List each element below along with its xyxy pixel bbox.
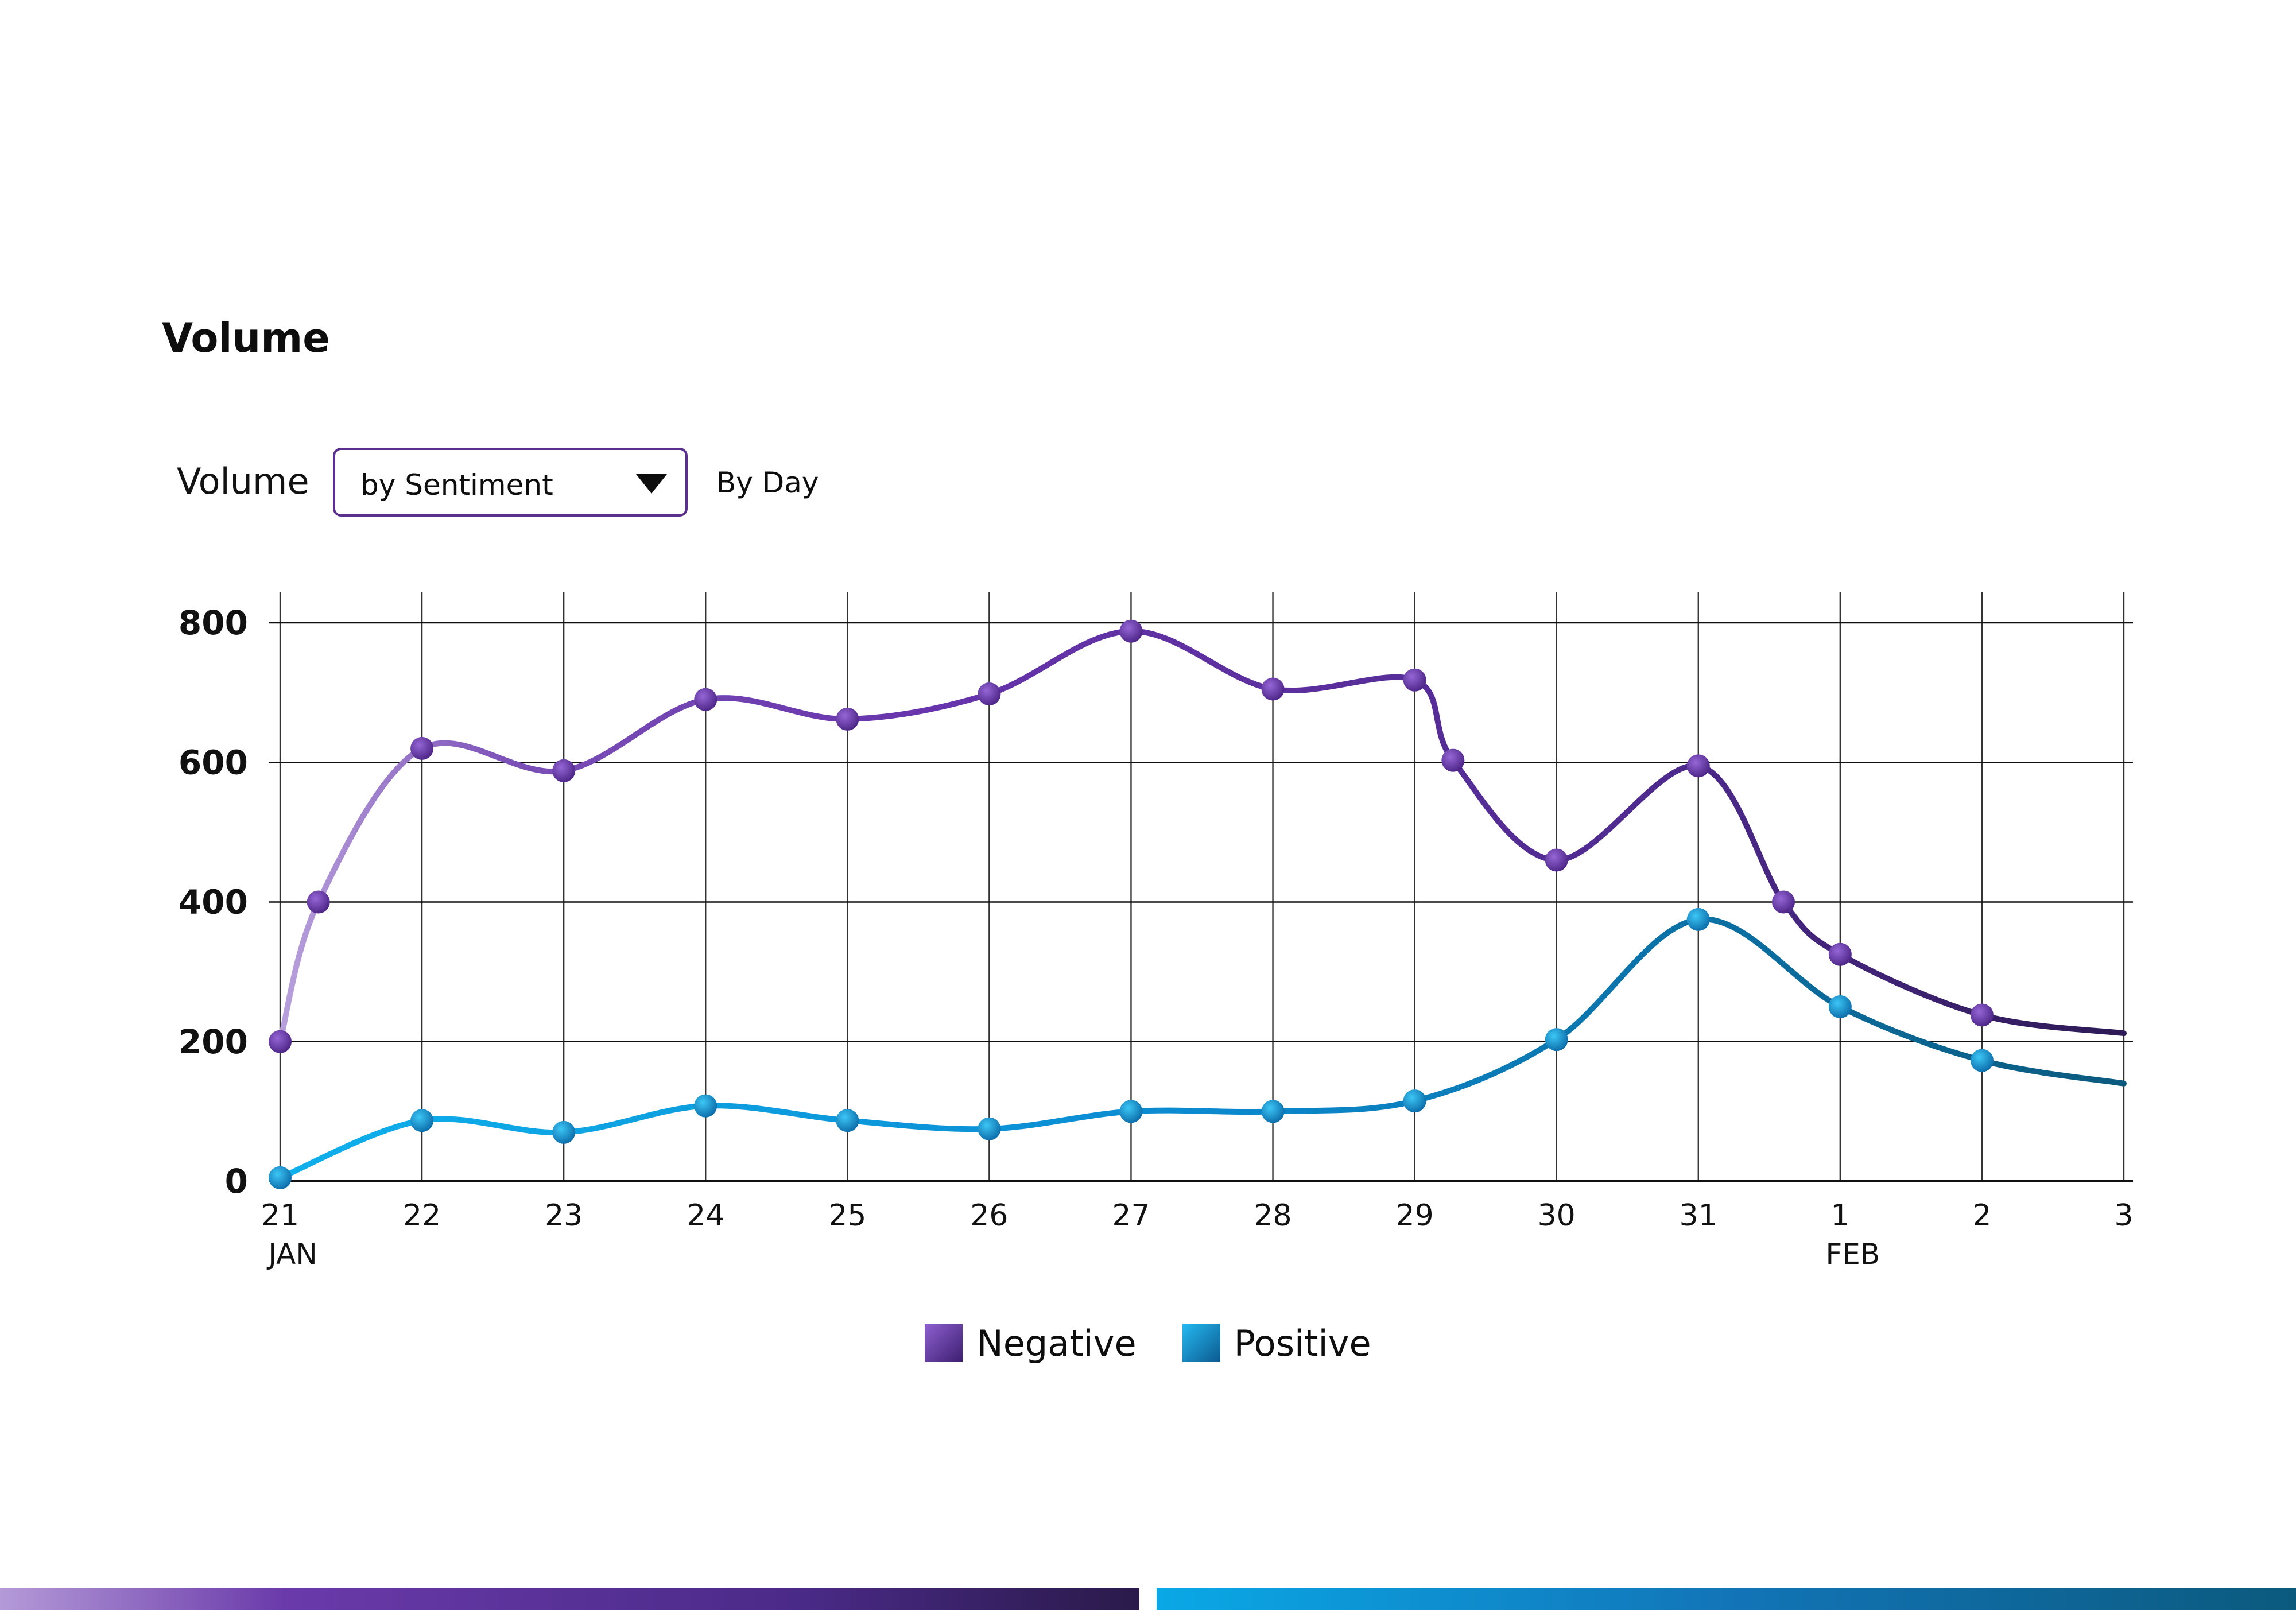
data-point-negative — [978, 682, 1001, 706]
data-point-positive — [269, 1166, 292, 1189]
data-point-negative — [694, 688, 718, 711]
data-point-negative — [269, 1030, 292, 1053]
legend-label-negative: Negative — [976, 1322, 1137, 1364]
legend-item-negative[interactable]: Negative — [925, 1322, 1137, 1364]
x-tick-label: 29 — [1396, 1198, 1434, 1233]
x-tick-label: 26 — [970, 1198, 1008, 1233]
data-point-negative — [1545, 848, 1568, 872]
sentiment-select-value: by Sentiment — [360, 468, 553, 502]
y-tick-label: 200 — [179, 1022, 248, 1061]
data-point-negative — [1119, 619, 1143, 643]
x-tick-label: 1 — [1830, 1198, 1849, 1233]
x-tick-label: 31 — [1680, 1198, 1717, 1233]
data-point-negative — [552, 759, 576, 782]
month-label: JAN — [266, 1237, 317, 1271]
data-point-negative — [836, 707, 859, 731]
x-tick-label: 30 — [1538, 1198, 1576, 1233]
y-tick-label: 0 — [225, 1162, 248, 1201]
legend-item-positive[interactable]: Positive — [1182, 1322, 1371, 1364]
series-line-positive — [277, 916, 2127, 1181]
x-tick-label: 28 — [1254, 1198, 1292, 1233]
data-point-positive — [1119, 1100, 1143, 1123]
x-tick-label: 23 — [545, 1198, 583, 1233]
y-tick-label: 800 — [179, 603, 248, 642]
data-point-positive — [1261, 1100, 1285, 1123]
x-tick-label: 21 — [261, 1198, 299, 1233]
sentiment-select[interactable]: by Sentiment — [333, 448, 688, 517]
x-tick-label: 24 — [687, 1198, 724, 1233]
data-point-negative — [1403, 668, 1426, 692]
footer-gradient-bar-right — [1157, 1588, 2296, 1610]
data-point-negative — [1828, 942, 1852, 966]
period-label[interactable]: By Day — [716, 466, 819, 499]
data-point-positive — [978, 1117, 1001, 1140]
x-tick-label: 2 — [1972, 1198, 1991, 1233]
data-point-negative — [1772, 890, 1795, 914]
month-label: FEB — [1826, 1237, 1880, 1271]
data-point-positive — [1545, 1028, 1568, 1052]
positive-swatch-icon — [1182, 1324, 1220, 1362]
data-point-negative — [1686, 754, 1710, 778]
data-point-positive — [836, 1109, 859, 1132]
x-tick-label: 25 — [828, 1198, 866, 1233]
controls-label: Volume — [177, 460, 309, 502]
data-point-negative — [1441, 748, 1465, 772]
x-tick-label: 27 — [1112, 1198, 1150, 1233]
data-point-positive — [410, 1109, 434, 1132]
data-point-positive — [1828, 995, 1852, 1018]
data-point-negative — [1970, 1003, 1994, 1027]
data-point-positive — [1403, 1089, 1426, 1113]
data-point-negative — [307, 890, 330, 914]
y-tick-label: 400 — [179, 883, 248, 922]
data-point-positive — [552, 1120, 576, 1144]
y-tick-label: 600 — [179, 743, 248, 782]
data-point-negative — [410, 736, 434, 760]
chart-legend: Negative Positive — [0, 1320, 2296, 1366]
page-title: Volume — [162, 315, 330, 362]
negative-swatch-icon — [925, 1324, 963, 1362]
footer-gradient-bar-left — [0, 1588, 1139, 1610]
x-tick-label: 22 — [403, 1198, 441, 1233]
x-tick-label: 3 — [2114, 1198, 2133, 1233]
data-point-positive — [694, 1094, 718, 1118]
data-point-positive — [1970, 1049, 1994, 1072]
data-point-positive — [1686, 907, 1710, 931]
caret-down-icon[interactable] — [636, 474, 667, 494]
data-point-negative — [1261, 677, 1285, 701]
legend-label-positive: Positive — [1234, 1322, 1371, 1364]
series-line-negative — [277, 628, 2127, 1045]
